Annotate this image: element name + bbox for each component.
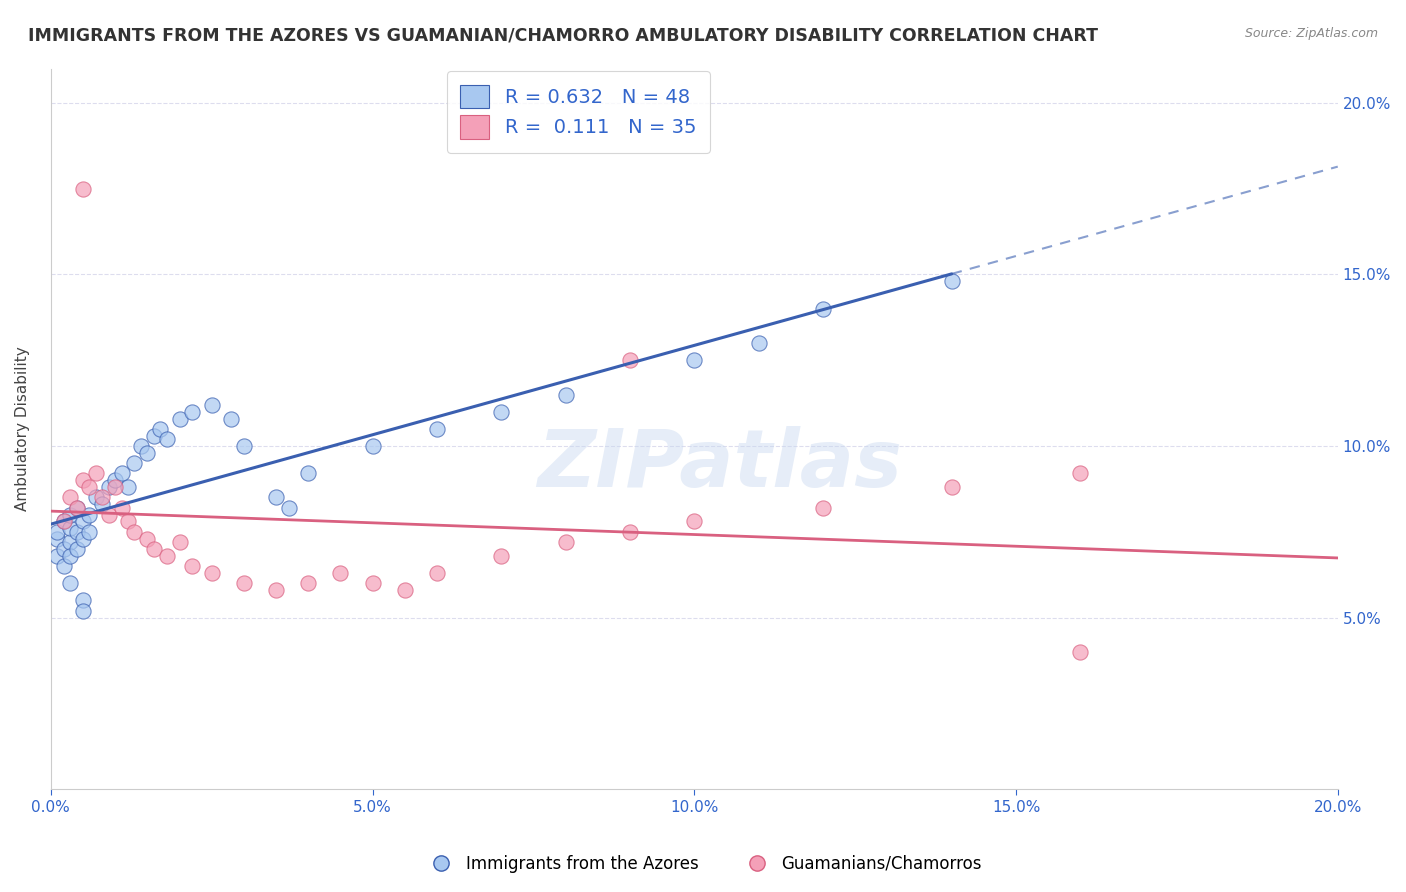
Point: [394, 583, 416, 598]
Point: [72, 593, 94, 607]
Point: [104, 473, 127, 487]
Point: [232, 576, 254, 591]
Point: [201, 566, 224, 580]
Point: [264, 583, 287, 598]
Point: [811, 301, 834, 316]
Point: [683, 515, 706, 529]
Point: [554, 535, 576, 549]
Point: [136, 532, 159, 546]
Point: [117, 515, 139, 529]
Point: [361, 439, 384, 453]
Point: [181, 405, 204, 419]
Point: [426, 566, 449, 580]
Point: [79, 480, 101, 494]
Point: [79, 524, 101, 539]
Point: [52, 515, 75, 529]
Point: [46, 532, 69, 546]
Point: [129, 439, 152, 453]
Point: [84, 467, 107, 481]
Point: [72, 473, 94, 487]
Point: [941, 274, 963, 288]
Point: [72, 604, 94, 618]
Point: [219, 411, 242, 425]
Point: [72, 181, 94, 195]
Point: [59, 549, 82, 563]
Point: [91, 491, 114, 505]
Point: [52, 515, 75, 529]
Point: [232, 439, 254, 453]
Point: [104, 480, 127, 494]
Point: [59, 576, 82, 591]
Point: [201, 398, 224, 412]
Point: [748, 336, 770, 351]
Point: [149, 422, 172, 436]
Y-axis label: Ambulatory Disability: Ambulatory Disability: [15, 346, 30, 511]
Point: [72, 532, 94, 546]
Point: [59, 521, 82, 535]
Point: [361, 576, 384, 591]
Point: [52, 559, 75, 574]
Text: Source: ZipAtlas.com: Source: ZipAtlas.com: [1244, 27, 1378, 40]
Point: [59, 535, 82, 549]
Point: [110, 500, 132, 515]
Point: [491, 549, 513, 563]
Point: [329, 566, 352, 580]
Point: [142, 428, 165, 442]
Point: [683, 353, 706, 368]
Point: [79, 508, 101, 522]
Point: [91, 497, 114, 511]
Text: ZIPatlas: ZIPatlas: [537, 425, 903, 504]
Point: [136, 446, 159, 460]
Legend: R = 0.632   N = 48, R =  0.111   N = 35: R = 0.632 N = 48, R = 0.111 N = 35: [447, 71, 710, 153]
Point: [426, 422, 449, 436]
Point: [124, 524, 146, 539]
Point: [169, 535, 191, 549]
Point: [117, 480, 139, 494]
Point: [619, 353, 641, 368]
Point: [46, 549, 69, 563]
Point: [59, 491, 82, 505]
Point: [52, 541, 75, 556]
Point: [110, 467, 132, 481]
Point: [1069, 645, 1091, 659]
Point: [142, 541, 165, 556]
Point: [181, 559, 204, 574]
Point: [65, 541, 87, 556]
Point: [65, 524, 87, 539]
Point: [156, 432, 179, 446]
Point: [124, 456, 146, 470]
Point: [491, 405, 513, 419]
Point: [554, 387, 576, 401]
Point: [811, 500, 834, 515]
Point: [297, 576, 319, 591]
Point: [46, 524, 69, 539]
Point: [264, 491, 287, 505]
Point: [97, 480, 120, 494]
Point: [59, 508, 82, 522]
Point: [65, 500, 87, 515]
Point: [97, 508, 120, 522]
Point: [65, 500, 87, 515]
Point: [619, 524, 641, 539]
Point: [84, 491, 107, 505]
Point: [1069, 467, 1091, 481]
Legend: Immigrants from the Azores, Guamanians/Chamorros: Immigrants from the Azores, Guamanians/C…: [418, 848, 988, 880]
Point: [941, 480, 963, 494]
Point: [297, 467, 319, 481]
Point: [169, 411, 191, 425]
Text: IMMIGRANTS FROM THE AZORES VS GUAMANIAN/CHAMORRO AMBULATORY DISABILITY CORRELATI: IMMIGRANTS FROM THE AZORES VS GUAMANIAN/…: [28, 27, 1098, 45]
Point: [277, 500, 299, 515]
Point: [156, 549, 179, 563]
Point: [72, 515, 94, 529]
